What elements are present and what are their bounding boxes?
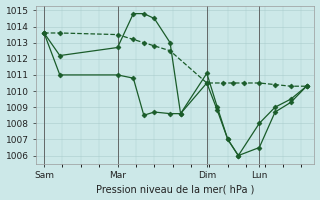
X-axis label: Pression niveau de la mer( hPa ): Pression niveau de la mer( hPa ) — [96, 184, 254, 194]
